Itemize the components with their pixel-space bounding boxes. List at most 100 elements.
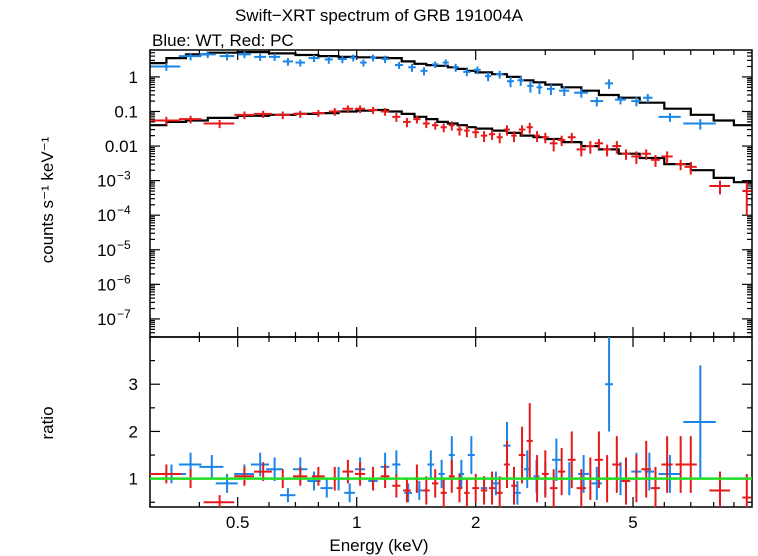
data-point [403, 117, 411, 128]
data-point [337, 55, 347, 64]
data-point [250, 452, 269, 477]
data-point [549, 138, 558, 152]
data-point [675, 436, 686, 493]
data-point [684, 436, 697, 493]
data-point [631, 97, 642, 107]
data-point [199, 455, 224, 479]
data-point [585, 140, 595, 154]
data-point [658, 113, 681, 122]
data-point [360, 59, 367, 67]
data-point [219, 52, 235, 61]
y-tick-label: 1 [129, 68, 138, 87]
data-point [392, 113, 401, 122]
data-point [661, 151, 673, 165]
data-point [254, 110, 272, 118]
data-point [650, 466, 660, 507]
data-point [292, 466, 308, 486]
data-point [408, 63, 416, 72]
data-point [274, 111, 291, 120]
data-point [413, 115, 421, 124]
data-point [354, 105, 366, 114]
data-point [517, 76, 525, 86]
data-point [442, 59, 449, 67]
data-point [234, 111, 255, 120]
y-tick-label: 3 [129, 375, 138, 394]
y-tick-label: 10−5 [97, 238, 131, 260]
data-point [488, 130, 496, 140]
y-tick-label: 1 [129, 470, 138, 489]
data-point [684, 161, 697, 175]
plot-frame [149, 49, 753, 338]
data-point [464, 126, 470, 138]
data-point [427, 450, 435, 479]
data-point [178, 115, 202, 124]
data-point [576, 144, 586, 157]
data-point [452, 63, 459, 72]
data-point [643, 94, 653, 103]
data-point [380, 464, 390, 489]
data-point [683, 119, 716, 130]
data-point [603, 144, 612, 157]
data-point [511, 131, 517, 143]
data-point [675, 159, 686, 171]
data-point [151, 116, 181, 126]
data-point [541, 450, 549, 498]
data-point [308, 55, 320, 62]
data-point [448, 121, 455, 131]
wt-series [151, 51, 716, 130]
data-point [369, 54, 377, 62]
data-point [621, 457, 631, 505]
data-point [527, 81, 534, 93]
data-point [504, 125, 510, 136]
data-point [268, 53, 281, 61]
data-point [518, 125, 526, 136]
data-point [431, 61, 439, 69]
data-point [650, 155, 660, 167]
data-point [567, 132, 576, 144]
y-tick-label: 10−7 [97, 307, 131, 329]
data-point [496, 476, 503, 507]
spectrum-panel: 1 0.1 0.01 10−3 10−4 10−5 10−6 10−7 [97, 49, 753, 338]
data-point [448, 459, 455, 493]
data-point [203, 119, 235, 129]
data-point [464, 478, 470, 507]
data-point [574, 88, 589, 98]
y-tick-label: 10−3 [97, 169, 131, 191]
pc-model-line [150, 108, 752, 184]
data-point [742, 182, 752, 216]
x-axis-label: Energy (keV) [0, 536, 758, 556]
y-axis-label-spectrum: counts s⁻¹ keV⁻¹ [38, 136, 57, 264]
data-point [392, 450, 401, 479]
data-point [456, 125, 463, 136]
data-point [496, 132, 503, 144]
data-point [526, 403, 533, 479]
data-point [324, 56, 333, 64]
data-point [151, 63, 181, 71]
y-tick-label: 0.01 [105, 137, 138, 156]
data-point [492, 471, 499, 496]
data-point [590, 97, 604, 107]
data-point [641, 440, 651, 498]
data-point [344, 483, 355, 503]
ratio-panel: 1 2 3 0.5 1 2 5 [129, 336, 753, 532]
data-point [591, 466, 602, 500]
data-point [534, 131, 541, 143]
data-point [511, 466, 517, 505]
data-point [605, 337, 613, 432]
data-point [473, 66, 481, 75]
data-point [495, 70, 504, 79]
data-point [547, 84, 555, 95]
data-point [557, 447, 566, 496]
data-point [559, 86, 570, 97]
data-point [431, 121, 439, 130]
data-point [526, 122, 533, 134]
data-point [504, 440, 510, 489]
data-point [484, 72, 492, 82]
data-point [612, 140, 622, 154]
data-point [420, 67, 428, 76]
data-point [463, 68, 471, 77]
data-point [641, 149, 651, 160]
data-point [578, 455, 590, 493]
data-point [178, 52, 202, 61]
